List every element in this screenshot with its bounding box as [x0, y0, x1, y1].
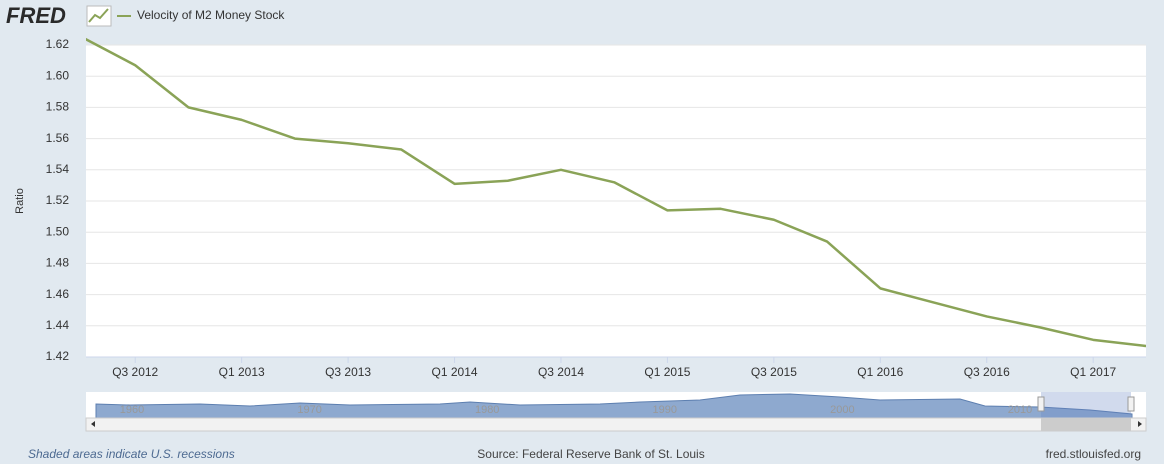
navigator-label: 2010	[1008, 404, 1032, 416]
y-tick-label: 1.50	[46, 224, 70, 238]
navigator-label: 1990	[653, 404, 677, 416]
y-tick-label: 1.62	[46, 37, 70, 51]
logo: FRED	[6, 3, 66, 28]
navigator	[85, 392, 1147, 432]
x-tick-label: Q1 2017	[1070, 365, 1116, 379]
y-tick-label: 1.48	[46, 256, 70, 270]
x-tick-label: Q3 2014	[538, 365, 584, 379]
x-tick-label: Q1 2016	[857, 365, 903, 379]
navigator-label: 1960	[120, 404, 144, 416]
y-tick-label: 1.54	[46, 162, 70, 176]
y-tick-label: 1.42	[46, 349, 70, 363]
recession-note: Shaded areas indicate U.S. recessions	[28, 447, 235, 461]
y-tick-label: 1.56	[46, 131, 70, 145]
y-tick-label: 1.52	[46, 193, 70, 207]
source: Source: Federal Reserve Bank of St. Loui…	[477, 447, 704, 461]
y-tick-label: 1.58	[46, 100, 70, 114]
y-tick-label: 1.44	[46, 318, 70, 332]
x-tick-label: Q1 2014	[432, 365, 478, 379]
x-tick-label: Q3 2015	[751, 365, 797, 379]
legend-label: Velocity of M2 Money Stock	[137, 8, 285, 22]
y-axis-label: Ratio	[14, 188, 26, 214]
x-tick-label: Q1 2015	[644, 365, 690, 379]
x-tick-label: Q3 2016	[964, 365, 1010, 379]
x-tick-label: Q1 2013	[219, 365, 265, 379]
navigator-label: 1970	[297, 404, 321, 416]
y-tick-label: 1.60	[46, 68, 70, 82]
logo-icon	[86, 5, 112, 27]
series-line	[86, 37, 1146, 348]
y-tick-label: 1.46	[46, 287, 70, 301]
x-tick-label: Q3 2012	[112, 365, 158, 379]
navigator-label: 1980	[475, 404, 499, 416]
site-link[interactable]: fred.stlouisfed.org	[1046, 447, 1141, 461]
x-tick-label: Q3 2013	[325, 365, 371, 379]
navigator-label: 2000	[830, 404, 854, 416]
